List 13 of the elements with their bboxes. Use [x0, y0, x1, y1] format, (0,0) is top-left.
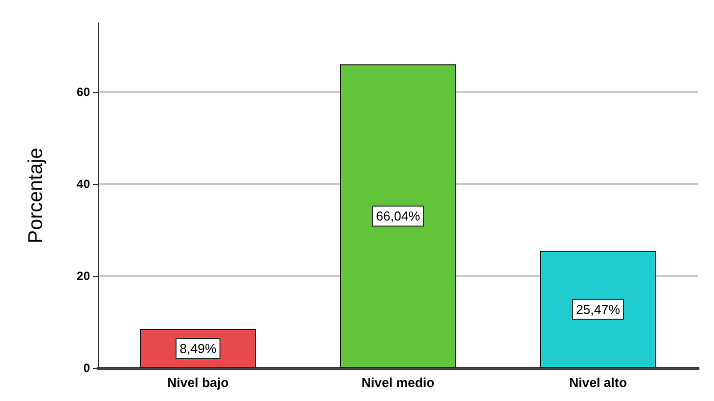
x-tick-label: Nivel alto — [569, 375, 627, 390]
y-axis-title: Porcentaje — [25, 148, 47, 244]
y-tick-label: 40 — [76, 177, 90, 191]
y-tick-label: 20 — [76, 269, 90, 283]
y-tick-label: 60 — [76, 85, 90, 99]
data-label: 66,04% — [376, 208, 420, 224]
bar — [340, 64, 456, 368]
x-tick-label: Nivel medio — [362, 375, 435, 390]
bar — [540, 250, 656, 368]
data-label: 8,49% — [180, 340, 217, 356]
y-tick-label: 0 — [83, 361, 90, 375]
x-tick-label: Nivel bajo — [167, 375, 229, 390]
data-label: 25,47% — [576, 302, 620, 317]
